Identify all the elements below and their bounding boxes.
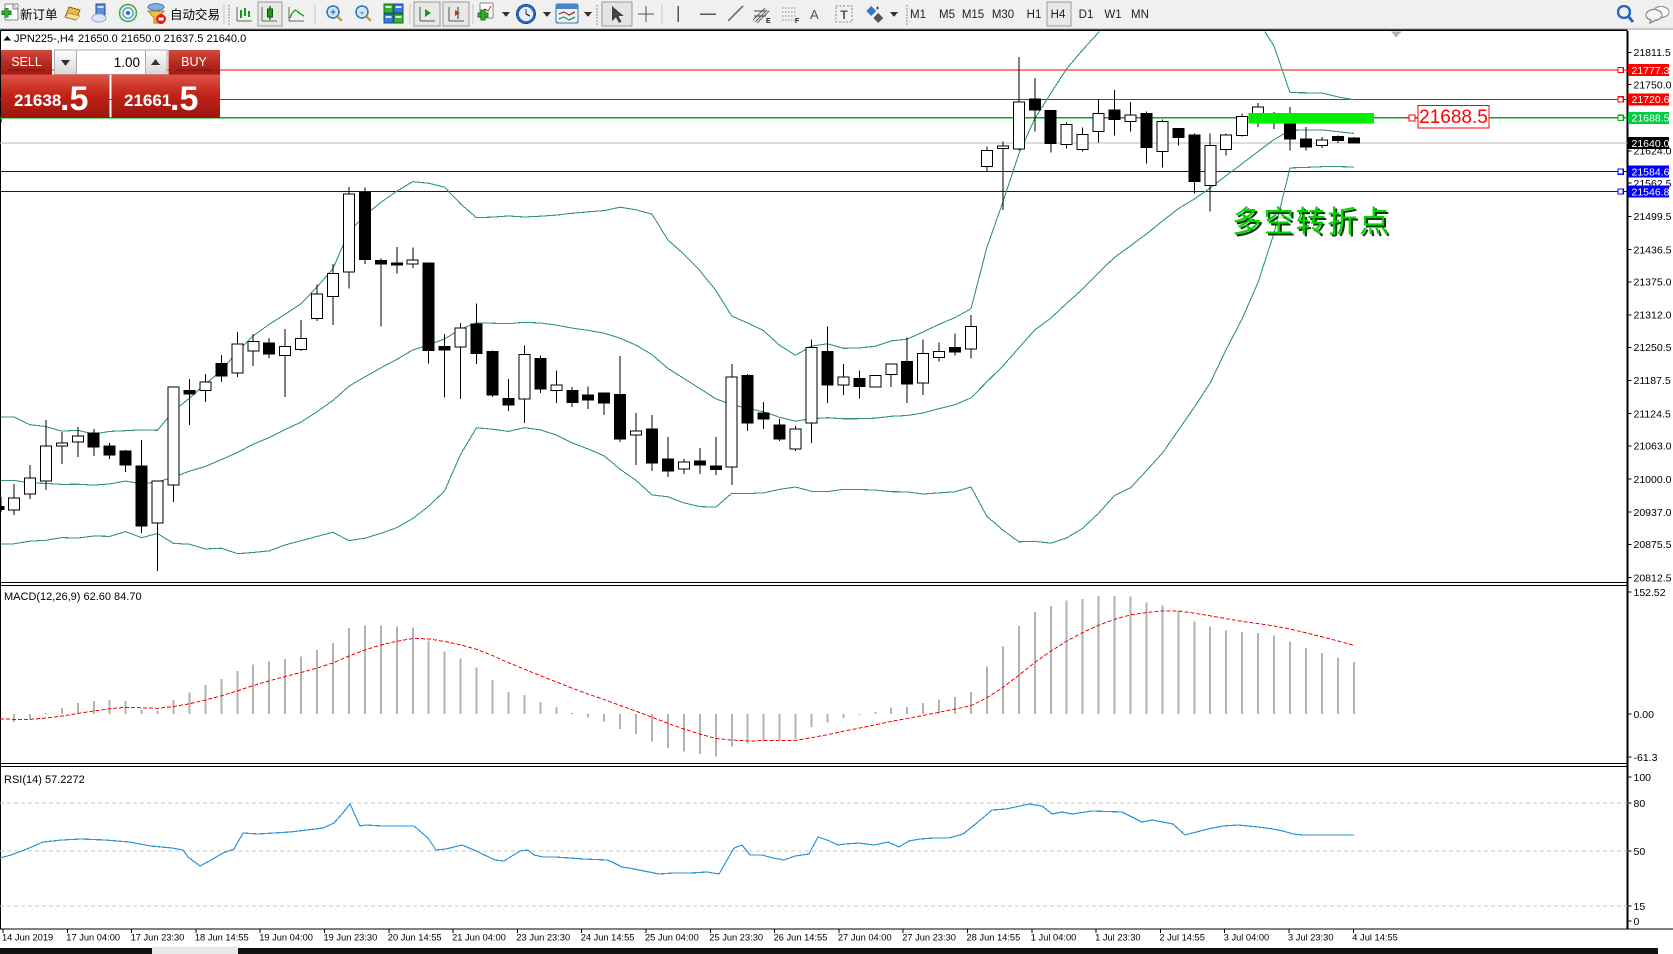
svg-text:W1: W1 bbox=[1104, 9, 1121, 21]
svg-text:80: 80 bbox=[1634, 798, 1646, 810]
svg-text:E: E bbox=[766, 18, 771, 25]
svg-text:27 Jun 04:00: 27 Jun 04:00 bbox=[838, 933, 892, 943]
svg-text:21750.0: 21750.0 bbox=[1634, 79, 1672, 91]
svg-text:20 Jun 14:55: 20 Jun 14:55 bbox=[388, 933, 442, 943]
svg-text:21499.5: 21499.5 bbox=[1634, 211, 1672, 223]
svg-text:M15: M15 bbox=[962, 9, 984, 21]
svg-text:BUY: BUY bbox=[181, 55, 207, 69]
svg-text:D1: D1 bbox=[1079, 9, 1094, 21]
svg-text:-61.3: -61.3 bbox=[1634, 752, 1658, 764]
svg-text:21640.0: 21640.0 bbox=[1632, 138, 1670, 150]
svg-text:21777.3: 21777.3 bbox=[1632, 65, 1670, 77]
svg-text:17 Jun 04:00: 17 Jun 04:00 bbox=[66, 933, 120, 943]
svg-text:21000.0: 21000.0 bbox=[1634, 474, 1672, 486]
svg-text:T: T bbox=[840, 8, 848, 22]
svg-text:21436.5: 21436.5 bbox=[1634, 244, 1672, 256]
svg-text:27 Jun 23:30: 27 Jun 23:30 bbox=[902, 933, 956, 943]
svg-text:A: A bbox=[810, 7, 819, 22]
svg-text:RSI(14) 57.2272: RSI(14) 57.2272 bbox=[4, 774, 85, 786]
svg-text:21546.8: 21546.8 bbox=[1632, 186, 1670, 198]
svg-text:20875.5: 20875.5 bbox=[1634, 539, 1672, 551]
svg-text:0: 0 bbox=[1634, 916, 1640, 928]
svg-text:21650.0 21650.0 21637.5 21640.: 21650.0 21650.0 21637.5 21640.0 bbox=[78, 33, 246, 45]
svg-text:21250.5: 21250.5 bbox=[1634, 342, 1672, 354]
svg-text:20937.0: 20937.0 bbox=[1634, 507, 1672, 519]
svg-text:19 Jun 23:30: 19 Jun 23:30 bbox=[324, 933, 378, 943]
svg-text:JPN225-,H4: JPN225-,H4 bbox=[14, 33, 74, 45]
svg-text:SELL: SELL bbox=[11, 55, 42, 69]
svg-text:+: + bbox=[330, 8, 336, 19]
svg-text:1 Jul 04:00: 1 Jul 04:00 bbox=[1031, 933, 1077, 943]
svg-text:21063.0: 21063.0 bbox=[1634, 441, 1672, 453]
svg-text:.5: .5 bbox=[60, 80, 88, 118]
svg-text:21312.0: 21312.0 bbox=[1634, 310, 1672, 322]
svg-text:18 Jun 14:55: 18 Jun 14:55 bbox=[195, 933, 249, 943]
svg-text:25 Jun 04:00: 25 Jun 04:00 bbox=[645, 933, 699, 943]
svg-text:H4: H4 bbox=[1051, 9, 1066, 21]
svg-text:H1: H1 bbox=[1027, 9, 1042, 21]
svg-text:152.52: 152.52 bbox=[1634, 587, 1666, 599]
svg-text:24 Jun 14:55: 24 Jun 14:55 bbox=[581, 933, 635, 943]
svg-text:21187.5: 21187.5 bbox=[1634, 375, 1671, 387]
svg-text:M1: M1 bbox=[910, 9, 926, 21]
svg-text:M5: M5 bbox=[939, 9, 955, 21]
svg-text:M30: M30 bbox=[992, 9, 1014, 21]
svg-text:20812.5: 20812.5 bbox=[1634, 572, 1672, 584]
svg-text:21688.5: 21688.5 bbox=[1632, 113, 1670, 125]
svg-text:多空转折点: 多空转折点 bbox=[1234, 208, 1391, 241]
svg-text:21811.5: 21811.5 bbox=[1634, 47, 1671, 59]
svg-text:14 Jun 2019: 14 Jun 2019 bbox=[2, 933, 53, 943]
svg-text:21375.0: 21375.0 bbox=[1634, 277, 1672, 289]
svg-text:0.00: 0.00 bbox=[1634, 709, 1655, 721]
svg-text:21661: 21661 bbox=[124, 91, 171, 110]
svg-text:19 Jun 04:00: 19 Jun 04:00 bbox=[259, 933, 313, 943]
svg-text:4 Jul 14:55: 4 Jul 14:55 bbox=[1352, 933, 1398, 943]
svg-text:.5: .5 bbox=[170, 80, 198, 118]
svg-text:3 Jul 23:30: 3 Jul 23:30 bbox=[1288, 933, 1334, 943]
svg-text:28 Jun 14:55: 28 Jun 14:55 bbox=[967, 933, 1021, 943]
svg-text:MN: MN bbox=[1131, 9, 1149, 21]
svg-text:21 Jun 04:00: 21 Jun 04:00 bbox=[452, 933, 506, 943]
svg-text:26 Jun 14:55: 26 Jun 14:55 bbox=[774, 933, 828, 943]
svg-text:21688.5: 21688.5 bbox=[1419, 107, 1488, 128]
svg-text:自动交易: 自动交易 bbox=[170, 7, 220, 22]
svg-text:3 Jul 04:00: 3 Jul 04:00 bbox=[1224, 933, 1270, 943]
svg-text:21584.6: 21584.6 bbox=[1632, 166, 1670, 178]
svg-text:23 Jun 23:30: 23 Jun 23:30 bbox=[516, 933, 570, 943]
svg-text:1.00: 1.00 bbox=[114, 55, 140, 70]
svg-text:F: F bbox=[795, 18, 800, 25]
svg-text:MACD(12,26,9) 62.60 84.70: MACD(12,26,9) 62.60 84.70 bbox=[4, 591, 142, 603]
svg-text:-: - bbox=[360, 8, 363, 19]
svg-text:1 Jul 23:30: 1 Jul 23:30 bbox=[1095, 933, 1141, 943]
svg-text:15: 15 bbox=[1634, 901, 1646, 913]
svg-text:50: 50 bbox=[1634, 846, 1646, 858]
svg-text:17 Jun 23:30: 17 Jun 23:30 bbox=[131, 933, 185, 943]
svg-text:21638: 21638 bbox=[14, 91, 61, 110]
svg-text:21720.6: 21720.6 bbox=[1632, 94, 1670, 106]
svg-text:100: 100 bbox=[1634, 772, 1652, 784]
svg-text:多空转折点: 多空转折点 bbox=[1232, 206, 1389, 239]
svg-text:2 Jul 14:55: 2 Jul 14:55 bbox=[1159, 933, 1205, 943]
svg-text:新订单: 新订单 bbox=[20, 7, 58, 22]
svg-text:21124.5: 21124.5 bbox=[1634, 408, 1671, 420]
svg-text:25 Jun 23:30: 25 Jun 23:30 bbox=[709, 933, 763, 943]
